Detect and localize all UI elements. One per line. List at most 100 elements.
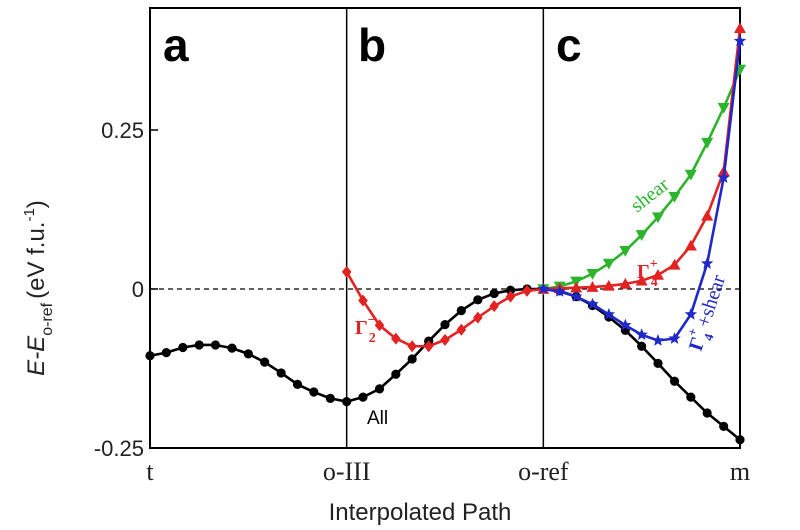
data-point-all: [473, 295, 483, 305]
y-tick-label: 0.25: [101, 118, 144, 143]
y-tick-label: -0.25: [94, 436, 144, 461]
gamma4-shear-suffix: +shear: [691, 272, 730, 335]
data-point-shear: [619, 246, 632, 257]
data-point-all: [161, 348, 171, 358]
data-point-gamma4: [619, 277, 632, 289]
x-tick-label: o-III: [323, 457, 371, 486]
data-point-all: [407, 354, 417, 364]
data-point-gamma2: [341, 265, 352, 278]
data-point-all: [194, 340, 204, 350]
data-point-all: [702, 408, 712, 418]
x-tick-group: t o-III o-ref m: [146, 457, 750, 486]
panel-label-b: b: [358, 19, 386, 71]
data-point-all: [309, 387, 319, 397]
x-axis-title: Interpolated Path: [329, 499, 512, 526]
series-label-all: All: [367, 408, 388, 429]
data-point-gamma4shear: [635, 328, 648, 341]
data-point-gamma2: [423, 340, 434, 353]
gamma4-sub: 4: [651, 275, 658, 290]
data-point-gamma4: [668, 258, 681, 270]
data-point-all: [292, 379, 303, 389]
data-point-shear: [586, 268, 599, 280]
data-point-all: [145, 351, 155, 361]
data-point-all: [227, 343, 237, 353]
data-point-gamma4shear: [700, 257, 714, 269]
data-point-all: [440, 320, 450, 330]
data-point-gamma4: [651, 269, 664, 280]
data-point-gamma4: [701, 209, 714, 221]
data-point-shear: [717, 102, 730, 114]
gamma4-base: Γ: [637, 261, 650, 283]
data-point-gamma2: [505, 290, 516, 303]
data-point-gamma4shear: [619, 318, 632, 331]
series-gamma4shear: [537, 34, 747, 346]
data-point-all: [276, 368, 286, 378]
gamma4-sup: +: [650, 257, 658, 272]
gamma2-base: Γ: [355, 317, 368, 339]
y-tick-label: 0: [132, 277, 144, 302]
data-point-gamma4: [684, 239, 697, 251]
data-point-shear: [602, 258, 615, 270]
series-label-gamma4: Γ+ 4: [637, 257, 658, 290]
panel-label-c: c: [556, 19, 582, 71]
data-point-all: [358, 392, 368, 402]
data-point-gamma4shear: [733, 34, 747, 47]
y-tick-group: 0.25 0 -0.25: [94, 118, 158, 461]
data-point-gamma2: [391, 332, 401, 345]
y-axis-title-units: (eV f.u.: [23, 222, 50, 299]
data-point-all: [210, 340, 221, 350]
y-axis-title-main: E-E: [23, 335, 50, 376]
series-line-all: [149, 287, 741, 441]
data-point-gamma4shear: [586, 297, 599, 310]
series-layer: [145, 22, 747, 445]
data-point-all: [653, 358, 663, 369]
gamma4-shear-sub: 4: [700, 331, 716, 342]
data-point-all: [391, 369, 401, 379]
data-point-all: [637, 341, 647, 351]
data-point-gamma4: [635, 274, 648, 286]
data-point-gamma4shear: [684, 307, 698, 320]
data-point-gamma4: [570, 281, 583, 293]
data-point-gamma4shear: [569, 290, 583, 302]
x-tick-label: o-ref: [518, 457, 569, 486]
y-axis-title-units-close: ): [23, 200, 50, 208]
gamma2-sub: 2: [369, 331, 376, 346]
data-point-all: [456, 306, 466, 316]
series-line-shear: [543, 69, 742, 291]
data-point-all: [178, 342, 188, 353]
data-point-shear: [684, 169, 697, 181]
data-point-gamma2: [374, 319, 385, 332]
data-point-shear: [701, 137, 714, 149]
data-point-gamma2: [358, 294, 368, 307]
series-all: [145, 284, 745, 445]
data-point-gamma4shear: [668, 332, 681, 344]
data-point-shear: [635, 230, 648, 241]
y-axis-title-sub: o-ref: [39, 302, 56, 335]
data-point-gamma4shear: [537, 282, 550, 295]
x-tick-label: m: [730, 457, 750, 486]
panel-label-a: a: [163, 19, 189, 71]
gamma4-shear-sup: +: [684, 326, 701, 338]
data-point-all: [719, 421, 729, 431]
data-point-gamma4: [602, 279, 615, 291]
data-point-shear: [668, 191, 681, 203]
data-point-all: [489, 288, 499, 299]
data-point-gamma4: [586, 281, 599, 292]
data-point-all: [325, 393, 335, 403]
data-point-all: [669, 376, 680, 386]
data-point-gamma2: [440, 333, 450, 346]
data-point-all: [243, 349, 253, 359]
data-point-gamma2: [489, 300, 499, 313]
plot-area: [145, 7, 747, 449]
data-point-gamma2: [522, 284, 532, 297]
data-point-all: [374, 384, 385, 394]
series-label-gamma2: Γ− 2: [355, 313, 376, 346]
data-point-gamma4shear: [553, 285, 566, 297]
y-axis-title-units-sup: -1: [21, 208, 38, 221]
data-point-all: [686, 392, 696, 402]
data-point-all: [260, 357, 270, 367]
data-point-gamma4shear: [651, 334, 665, 346]
data-point-all: [735, 435, 745, 445]
gamma2-sup: −: [368, 313, 376, 328]
